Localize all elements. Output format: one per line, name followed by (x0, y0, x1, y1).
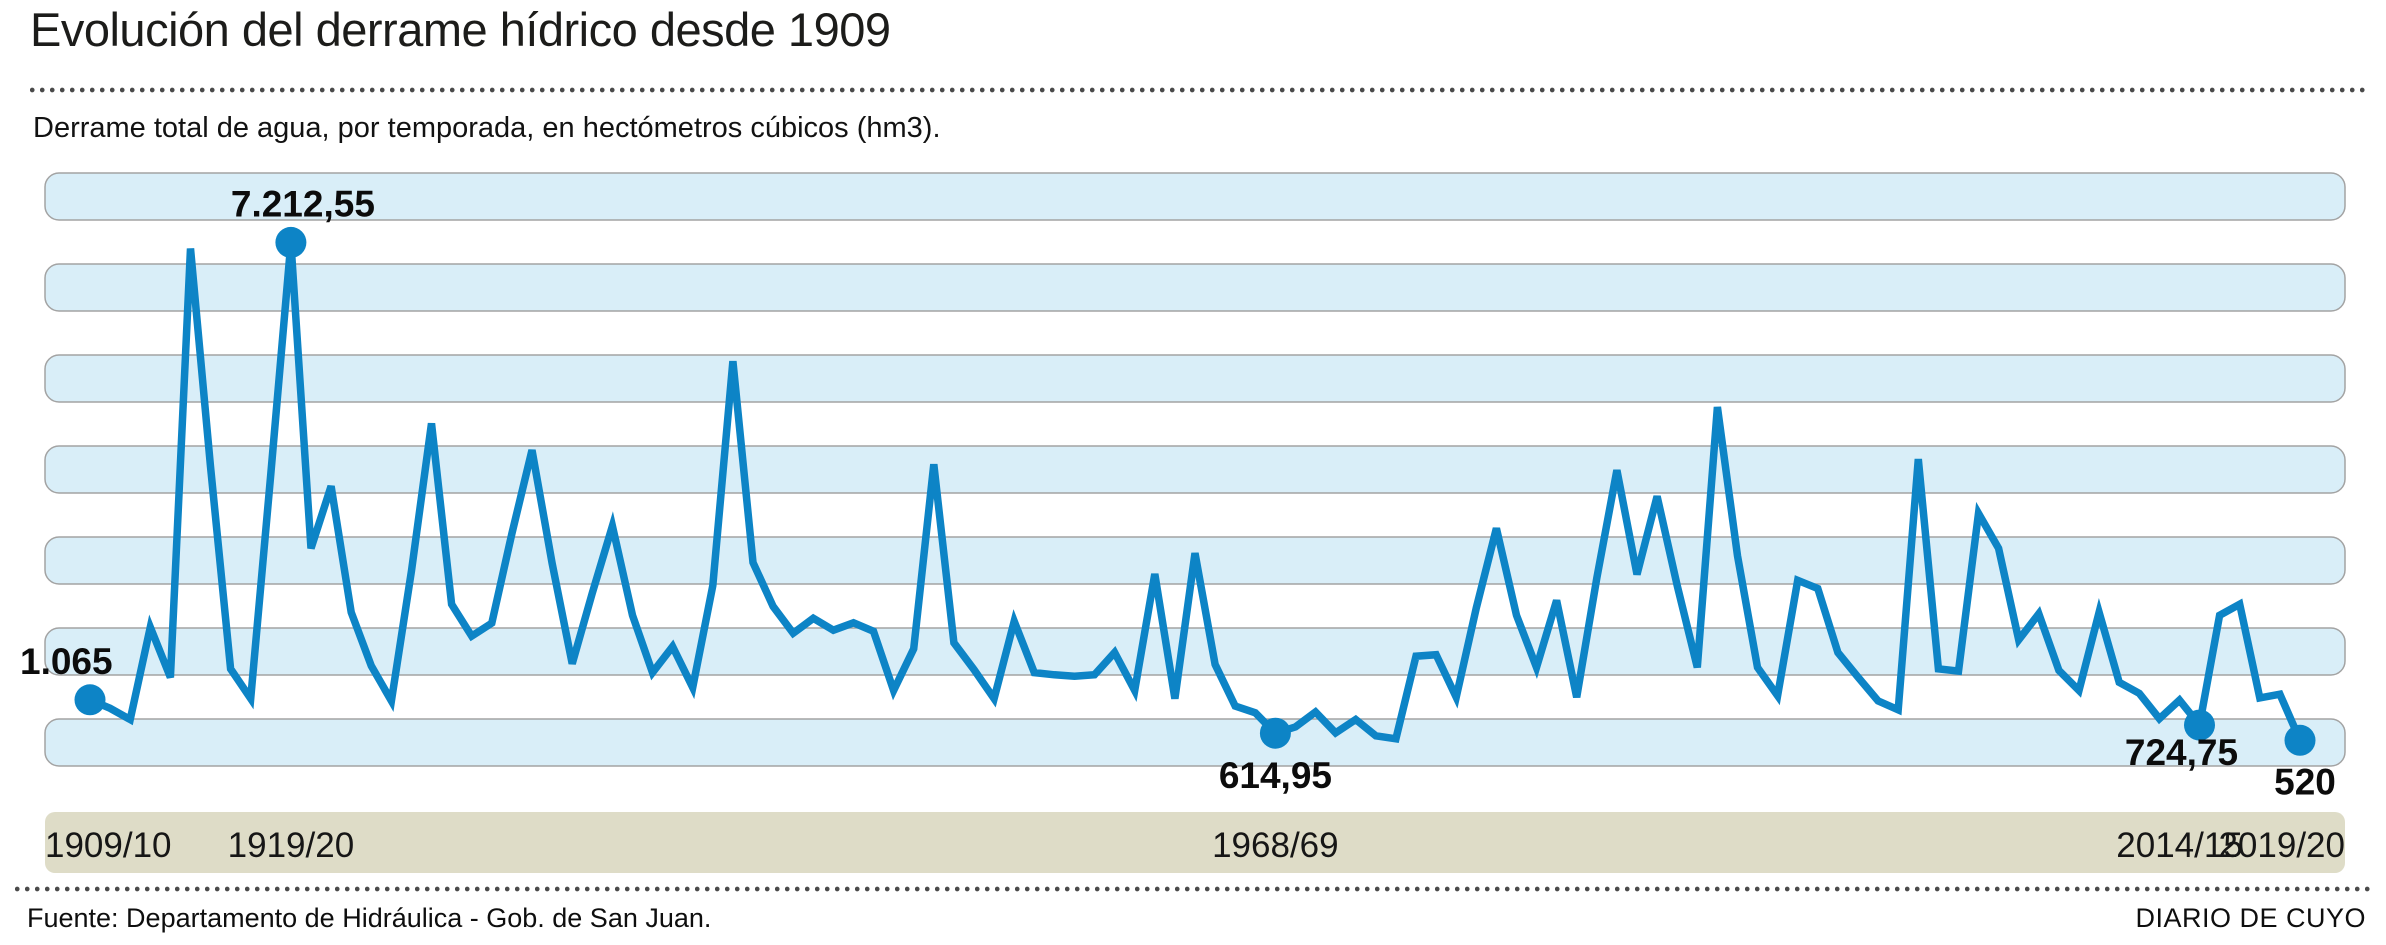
point-value-label: 1.065 (20, 641, 113, 682)
x-axis-label: 1909/10 (45, 826, 172, 865)
footer-divider (15, 886, 2373, 892)
data-point-marker (74, 684, 106, 716)
chart-band (44, 354, 2346, 403)
chart-band (44, 718, 2346, 767)
data-point-marker (2284, 724, 2316, 756)
data-point-marker (1259, 717, 1291, 749)
brand-credit: DIARIO DE CUYO (2135, 903, 2366, 933)
data-point-marker (2184, 709, 2215, 741)
data-line (86, 242, 2304, 745)
point-value-label: 520 (2274, 761, 2336, 802)
chart-band (44, 172, 2346, 221)
chart-subtitle: Derrame total de agua, por temporada, en… (33, 112, 941, 144)
x-axis-band (45, 812, 2345, 873)
point-value-label: 614,95 (1219, 755, 1332, 796)
x-axis-label: 2014/15 (2116, 826, 2243, 865)
x-axis-label: 1968/69 (1212, 826, 1339, 865)
chart-band (44, 627, 2346, 676)
page-title: Evolución del derrame hídrico desde 1909 (30, 3, 891, 56)
point-value-label: 724,75 (2125, 732, 2238, 773)
source-note: Fuente: Departamento de Hidráulica - Gob… (27, 903, 712, 933)
x-axis-label: 1919/20 (228, 826, 355, 865)
chart-band (44, 263, 2346, 312)
point-value-label: 7.212,55 (231, 183, 375, 224)
chart-band (44, 445, 2346, 494)
data-point-marker (275, 226, 307, 258)
x-axis-label: 2019/20 (2218, 826, 2345, 865)
title-divider (30, 87, 2368, 93)
